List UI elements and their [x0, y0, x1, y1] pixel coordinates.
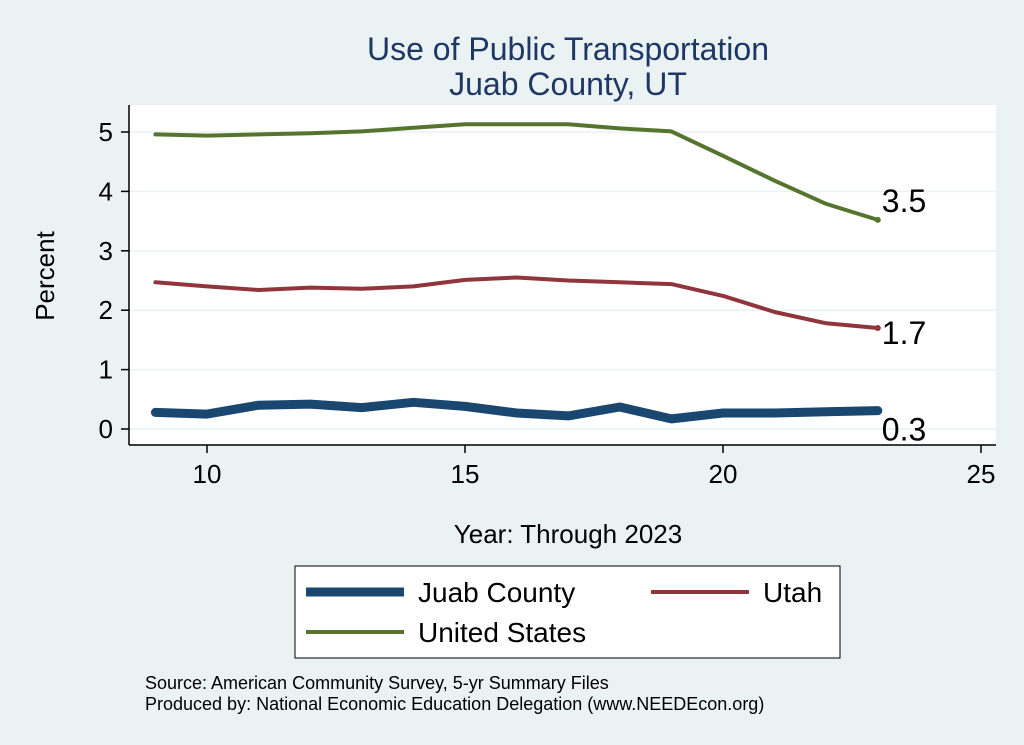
gridlines	[129, 131, 996, 430]
series-group	[150, 122, 883, 424]
series-line-juab-county	[150, 397, 883, 424]
x-tick-label-20: 20	[709, 459, 738, 489]
legend: Juab County Utah United States	[294, 565, 841, 659]
chart-title-line-1: Use of Public Transportation	[367, 31, 769, 67]
legend-label-utah: Utah	[763, 577, 822, 608]
y-axis: 0 1 2 3 4 5	[99, 105, 130, 445]
end-label-utah: 1.7	[882, 315, 926, 351]
y-tick-label-0: 0	[99, 414, 113, 444]
end-label-juab-county: 0.3	[882, 412, 926, 448]
end-labels: 0.3 1.7 3.5	[874, 183, 926, 448]
legend-label-united-states: United States	[418, 617, 586, 648]
plot-area	[129, 105, 996, 445]
y-tick-label-3: 3	[99, 236, 113, 266]
x-axis-title: Year: Through 2023	[454, 519, 682, 549]
x-tick-label-25: 25	[967, 459, 996, 489]
chart-title-line-2: Juab County, UT	[449, 66, 687, 102]
end-marker-juab-county	[874, 407, 881, 414]
end-marker-united-states	[874, 216, 881, 223]
end-label-united-states: 3.5	[882, 183, 926, 219]
y-tick-label-1: 1	[99, 355, 113, 385]
y-axis-title: Percent	[30, 230, 60, 320]
legend-label-juab-county: Juab County	[418, 577, 575, 608]
legend-box	[294, 565, 841, 659]
y-tick-label-2: 2	[99, 295, 113, 325]
series-line-utah	[153, 275, 880, 330]
x-tick-label-10: 10	[193, 459, 222, 489]
end-marker-utah	[874, 325, 881, 332]
x-axis: 10 15 20 25	[129, 444, 996, 489]
y-tick-label-5: 5	[99, 117, 113, 147]
y-tick-label-4: 4	[99, 176, 113, 206]
produced-note: Produced by: National Economic Education…	[145, 694, 764, 714]
x-tick-label-15: 15	[451, 459, 480, 489]
source-note: Source: American Community Survey, 5-yr …	[145, 673, 609, 693]
series-line-united-states	[153, 122, 880, 222]
